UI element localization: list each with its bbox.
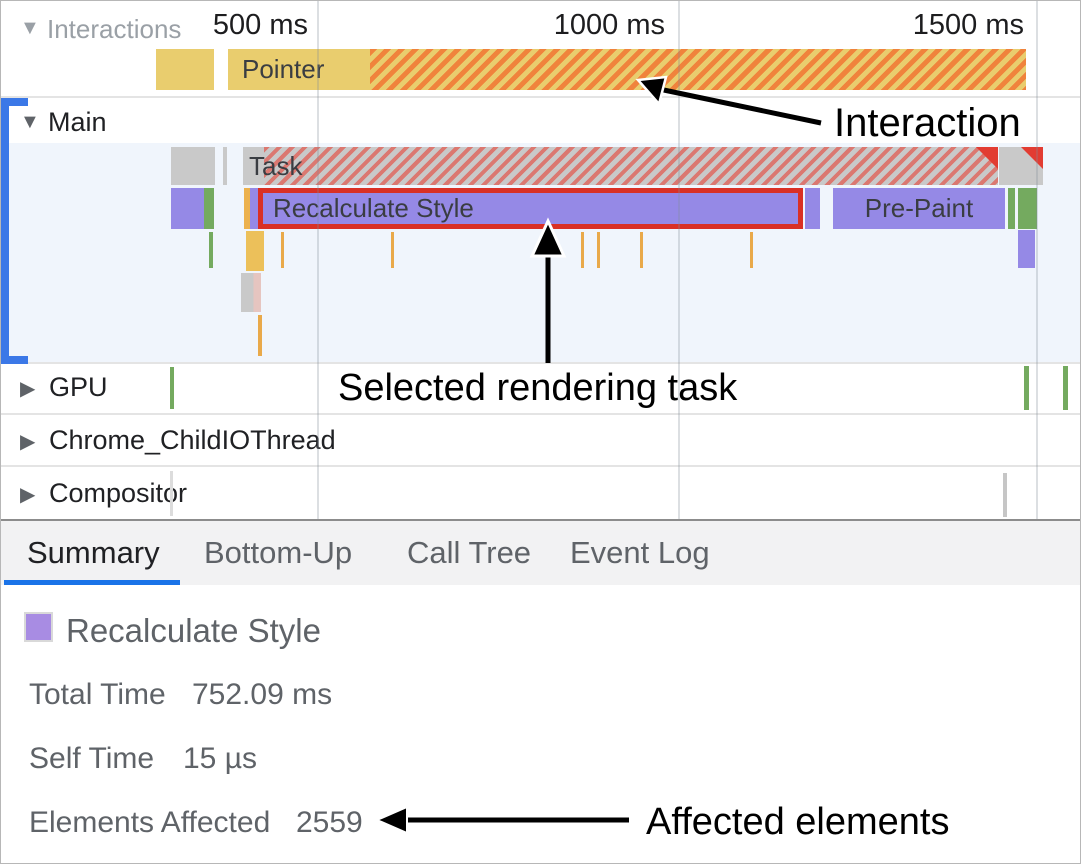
expand-triangle-icon[interactable]: ▶ <box>20 484 36 506</box>
total-time-value: 752.09 ms <box>192 678 333 711</box>
task-bar-fragment[interactable] <box>171 147 215 185</box>
track-label-compositor[interactable]: Compositor <box>49 478 188 508</box>
task-hatch-region <box>264 147 998 185</box>
tab-event-log[interactable]: Event Log <box>570 535 710 570</box>
elements-affected-label: Elements Affected <box>29 806 271 839</box>
expand-triangle-icon[interactable]: ▶ <box>20 431 36 453</box>
panel-divider[interactable] <box>1 519 1080 521</box>
total-time-label: Total Time <box>29 678 166 711</box>
marker-tick[interactable] <box>258 315 262 356</box>
summary-color-swatch <box>24 612 53 642</box>
annotation-selected-task: Selected rendering task <box>338 367 738 409</box>
track-separator <box>1 96 1080 98</box>
paint-bar-fragment[interactable] <box>1018 188 1037 229</box>
details-tab-bar: Summary Bottom-Up Call Tree Event Log <box>1 521 1080 585</box>
pointer-hatch-region <box>370 49 1026 90</box>
tab-call-tree[interactable]: Call Tree <box>407 535 532 570</box>
gpu-activity-bar[interactable] <box>1024 366 1029 410</box>
ruler-tick-500: 500 ms <box>212 9 308 41</box>
marker-sliver[interactable] <box>244 188 250 229</box>
marker-tick[interactable] <box>597 232 600 268</box>
main-track-bracket <box>1 98 9 364</box>
ruler-tick-1000: 1000 ms <box>553 9 665 41</box>
interaction-bar-short[interactable] <box>156 49 214 90</box>
self-time-value: 15 µs <box>183 742 257 775</box>
paint-sliver[interactable] <box>1008 188 1015 229</box>
track-separator <box>1 465 1080 467</box>
gridline-500ms <box>317 1 319 519</box>
style-sliver[interactable] <box>805 188 820 229</box>
task-bar-sliver[interactable] <box>223 147 227 185</box>
marker-tick[interactable] <box>640 232 643 268</box>
style-sliver[interactable] <box>250 188 258 229</box>
marker-tick[interactable] <box>750 232 753 268</box>
long-task-warning-icon <box>976 147 998 169</box>
paint-tick[interactable] <box>209 232 213 268</box>
recalculate-style-bar-selected[interactable]: Recalculate Style <box>258 188 803 229</box>
paint-bar-fragment[interactable] <box>204 188 214 229</box>
marker-block[interactable] <box>246 231 264 271</box>
marker-tick[interactable] <box>391 232 394 268</box>
ruler-tick-1500: 1500 ms <box>912 9 1024 41</box>
track-label-main[interactable]: Main <box>48 107 107 137</box>
expand-triangle-icon[interactable]: ▶ <box>20 378 36 400</box>
style-bar-fragment[interactable] <box>1018 230 1035 268</box>
tab-summary[interactable]: Summary <box>27 535 160 570</box>
gpu-activity-bar[interactable] <box>170 367 174 409</box>
track-label-gpu[interactable]: GPU <box>49 372 108 402</box>
collapse-triangle-icon[interactable]: ▼ <box>20 111 40 133</box>
track-label-childio[interactable]: Chrome_ChildIOThread <box>49 425 336 455</box>
selected-tab-underline <box>4 580 180 585</box>
track-separator <box>1 362 1080 364</box>
elements-affected-value: 2559 <box>296 806 363 839</box>
recalculate-style-label: Recalculate Style <box>273 193 474 223</box>
summary-event-title: Recalculate Style <box>66 612 321 649</box>
compositor-activity-bar[interactable] <box>1003 473 1007 517</box>
marker-tick[interactable] <box>281 232 284 268</box>
annotation-interaction: Interaction <box>834 101 1021 145</box>
pointer-bar-label: Pointer <box>242 54 325 84</box>
annotation-affected-elements: Affected elements <box>646 801 950 843</box>
pre-paint-label: Pre-Paint <box>864 193 974 223</box>
main-track-bracket-top <box>1 98 28 106</box>
marker-tick[interactable] <box>581 232 584 268</box>
task-bar-small[interactable] <box>241 273 261 312</box>
gridline-1500ms <box>1036 1 1038 519</box>
style-bar-fragment[interactable] <box>171 188 204 229</box>
task-bar[interactable]: Task <box>243 147 998 185</box>
compositor-activity-bar[interactable] <box>170 471 173 516</box>
gpu-activity-bar[interactable] <box>1063 366 1068 410</box>
tab-bottom-up[interactable]: Bottom-Up <box>204 535 353 570</box>
pre-paint-bar[interactable]: Pre-Paint <box>833 188 1005 229</box>
long-task-warning-icon <box>1021 147 1043 169</box>
track-label-interactions[interactable]: Interactions <box>47 14 182 44</box>
self-time-label: Self Time <box>29 742 155 775</box>
main-track-bracket-bottom <box>1 356 28 364</box>
pointer-interaction-bar[interactable]: Pointer <box>228 49 1026 90</box>
task-bar-label: Task <box>249 151 303 181</box>
flame-chart-area: 500 ms 1000 ms 1500 ms ▼ Interactions Po… <box>1 1 1080 519</box>
track-separator <box>1 413 1080 415</box>
collapse-triangle-icon[interactable]: ▼ <box>20 17 40 39</box>
gridline-1000ms <box>678 1 680 519</box>
